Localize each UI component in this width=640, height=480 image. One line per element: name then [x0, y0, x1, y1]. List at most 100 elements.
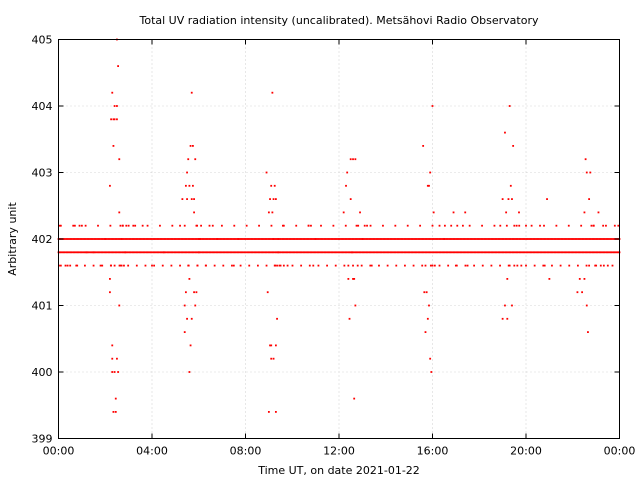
data-point	[424, 264, 427, 267]
data-point	[347, 251, 350, 254]
data-point	[66, 251, 68, 254]
data-point	[426, 184, 429, 187]
data-point	[455, 251, 458, 254]
data-point	[499, 264, 501, 267]
data-point	[74, 251, 77, 254]
data-point	[388, 238, 391, 240]
data-point	[349, 198, 352, 200]
data-point	[84, 264, 86, 267]
data-point	[468, 224, 471, 227]
data-point	[541, 251, 544, 254]
data-point	[426, 317, 429, 320]
data-point	[314, 238, 317, 240]
data-point	[497, 251, 500, 254]
data-point	[324, 251, 326, 254]
data-point	[345, 238, 347, 240]
data-point	[333, 238, 336, 240]
data-point	[116, 118, 118, 121]
data-point	[242, 238, 245, 240]
data-point	[305, 238, 308, 240]
data-point	[346, 238, 349, 240]
data-point	[456, 224, 459, 227]
data-point	[467, 251, 469, 254]
data-point	[419, 251, 422, 254]
data-point	[241, 238, 244, 240]
data-point	[514, 251, 517, 254]
data-point	[411, 251, 413, 254]
data-point	[527, 251, 530, 254]
data-point	[245, 224, 248, 227]
data-point	[271, 91, 274, 94]
data-point	[200, 224, 202, 227]
data-point	[572, 238, 575, 240]
data-point	[334, 264, 337, 267]
data-point	[490, 238, 493, 240]
data-point	[214, 251, 217, 254]
data-point	[190, 198, 193, 200]
data-point	[431, 224, 434, 227]
data-point	[297, 238, 300, 240]
data-point	[503, 238, 506, 240]
data-point	[92, 251, 95, 254]
data-point	[345, 184, 347, 187]
data-point	[438, 224, 441, 227]
data-point	[370, 264, 373, 267]
data-point	[426, 251, 429, 254]
data-point	[386, 264, 389, 267]
data-point	[203, 238, 206, 240]
data-point	[176, 238, 179, 240]
data-point	[262, 251, 265, 254]
data-point	[605, 224, 607, 227]
data-point	[465, 251, 468, 254]
data-point	[495, 251, 497, 254]
data-point	[298, 238, 301, 240]
data-point	[153, 264, 156, 267]
data-point	[131, 238, 134, 240]
data-point	[437, 238, 440, 240]
data-point	[428, 304, 430, 307]
data-point	[596, 251, 598, 254]
data-point	[538, 251, 541, 254]
data-point	[67, 238, 70, 240]
data-point	[360, 264, 363, 267]
data-point	[68, 251, 71, 254]
data-point	[75, 238, 78, 240]
data-point	[81, 251, 84, 254]
data-point	[408, 251, 411, 254]
data-point	[427, 251, 430, 254]
data-point	[188, 238, 190, 240]
data-point	[144, 238, 147, 240]
data-point	[136, 251, 138, 254]
data-point	[183, 304, 186, 307]
data-point	[540, 238, 542, 240]
data-point	[519, 238, 521, 240]
data-point	[490, 251, 493, 254]
data-point	[293, 251, 296, 254]
data-point	[385, 251, 388, 254]
data-point	[196, 264, 199, 267]
data-point	[252, 251, 255, 254]
data-point	[197, 238, 200, 240]
data-point	[218, 251, 221, 254]
data-point	[228, 238, 231, 240]
data-point	[342, 211, 345, 214]
data-point	[395, 251, 398, 254]
data-point	[270, 184, 273, 187]
data-point	[495, 238, 497, 240]
data-point	[391, 238, 394, 240]
data-point	[507, 238, 510, 240]
data-point	[117, 251, 120, 254]
data-point	[505, 211, 508, 214]
data-point	[108, 238, 110, 240]
data-point	[600, 251, 603, 254]
data-point	[161, 238, 164, 240]
data-point	[331, 238, 333, 240]
data-point	[533, 251, 535, 254]
data-point	[438, 264, 441, 267]
data-point	[185, 251, 188, 254]
data-point	[492, 251, 495, 254]
data-point	[141, 251, 144, 254]
y-tick-label: 400	[32, 366, 53, 379]
data-point	[583, 251, 586, 254]
